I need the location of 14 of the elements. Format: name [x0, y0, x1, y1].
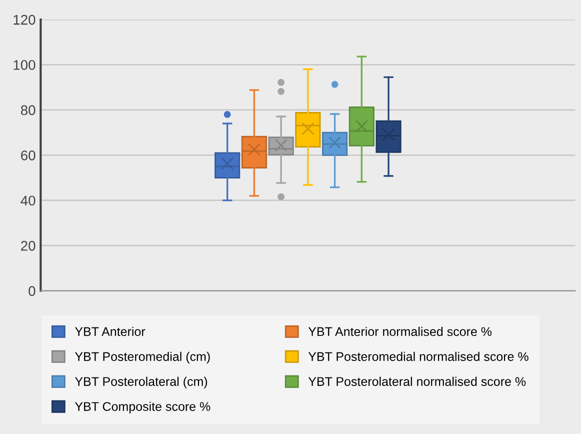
y-tick-label: 20 — [21, 240, 36, 251]
y-tick-label: 0 — [28, 286, 36, 296]
y-tick-label: 100 — [14, 60, 36, 70]
legend-label: YBT Anterior normalised score % — [308, 326, 492, 336]
legend-label: YBT Posterolateral normalised score % — [308, 376, 526, 386]
y-tick-label: 120 — [14, 14, 36, 25]
legend-label: YBT Posteromedial normalised score % — [308, 352, 528, 361]
y-tick-label: 80 — [20, 105, 36, 116]
y-tick-label: 60 — [21, 150, 36, 160]
y-tick-label: 40 — [20, 196, 36, 206]
legend-label: YBT Anterior — [74, 326, 146, 336]
legend-label: YBT Composite score % — [74, 402, 210, 414]
legend-label: YBT Posteromedial (cm) — [74, 352, 210, 364]
legend-label: YBT Posterolateral (cm) — [74, 376, 208, 388]
